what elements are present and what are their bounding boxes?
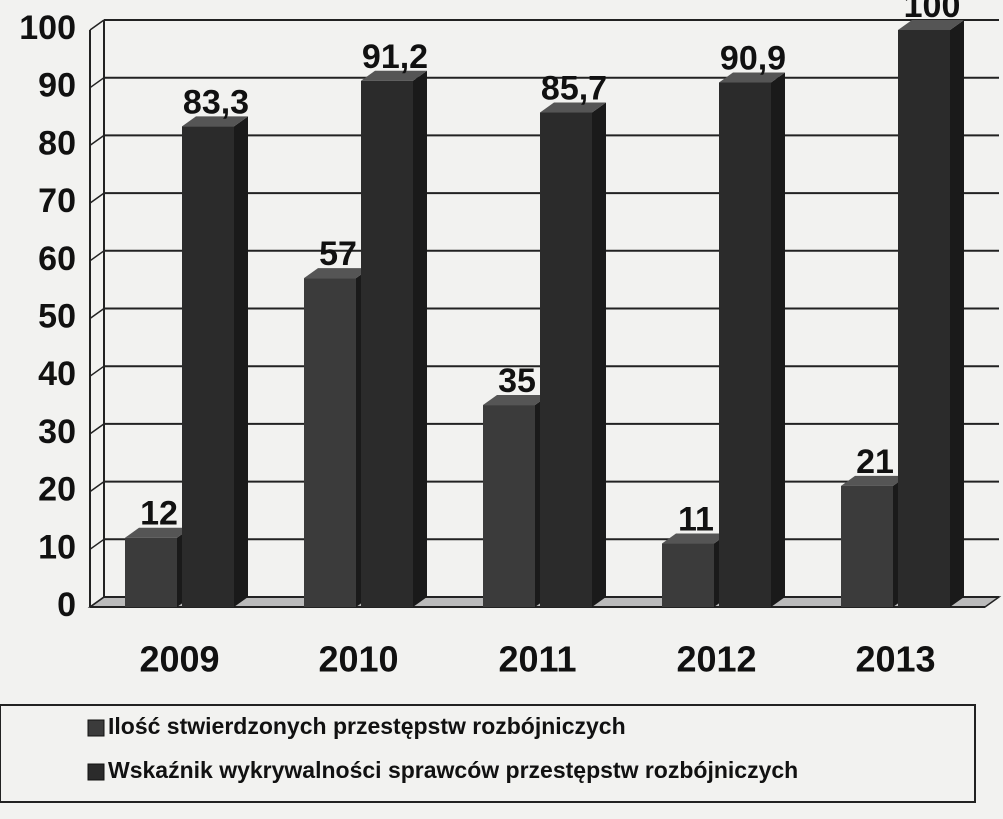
bar — [719, 82, 771, 607]
legend-box — [0, 704, 976, 803]
grid-side — [89, 77, 105, 89]
value-label: 21 — [856, 443, 894, 481]
y-tick-label: 0 — [57, 586, 76, 624]
y-tick-label: 100 — [19, 9, 76, 47]
value-label: 83,3 — [183, 83, 249, 121]
bar-side — [592, 102, 606, 608]
bar — [898, 30, 950, 607]
y-tick-label: 20 — [38, 471, 76, 509]
y-tick-label: 50 — [38, 297, 76, 335]
grid-side — [89, 365, 105, 377]
y-tick-label: 90 — [38, 67, 76, 105]
value-label: 57 — [319, 235, 357, 273]
bar — [182, 126, 234, 607]
bar — [361, 80, 413, 607]
bar-top — [662, 533, 728, 544]
value-label: 91,2 — [362, 38, 428, 76]
grid-side — [89, 192, 105, 204]
y-tick-label: 40 — [38, 355, 76, 393]
bar-top — [719, 72, 785, 83]
legend-swatch — [87, 719, 105, 737]
grid-side — [89, 538, 105, 550]
bar-side — [234, 116, 248, 607]
bar-top — [898, 20, 964, 30]
bar-top — [841, 475, 907, 486]
legend-swatch — [87, 763, 105, 781]
bar — [483, 405, 535, 607]
grid-side — [89, 134, 105, 147]
value-label: 85,7 — [541, 69, 607, 107]
value-label: 35 — [498, 362, 536, 400]
bar-side — [771, 72, 785, 607]
grid-side — [89, 596, 105, 608]
bar-top — [361, 70, 427, 81]
bar-top — [125, 527, 191, 538]
bar — [540, 112, 592, 608]
value-label: 100 — [904, 0, 961, 25]
bar — [841, 485, 893, 607]
value-label: 12 — [140, 495, 178, 533]
bar-top — [540, 102, 606, 113]
y-tick-label: 10 — [38, 528, 76, 566]
x-tick-label: 2011 — [498, 639, 576, 680]
grid-side — [89, 423, 105, 435]
bar-top — [182, 116, 248, 127]
x-tick-label: 2010 — [318, 639, 398, 680]
y-tick-label: 60 — [38, 240, 76, 278]
y-tick-label: 30 — [38, 413, 76, 451]
bar — [125, 537, 177, 607]
bar — [662, 543, 714, 607]
grid-side — [89, 19, 105, 31]
value-label: 11 — [678, 501, 714, 539]
grid-side — [89, 250, 105, 262]
y-tick-label: 80 — [38, 124, 76, 162]
bar-side — [413, 70, 427, 607]
grid-side — [89, 480, 105, 493]
legend-label: Wskaźnik wykrywalności sprawców przestęp… — [108, 757, 798, 783]
y-tick-label: 70 — [38, 182, 76, 220]
x-tick-label: 2013 — [855, 639, 935, 680]
value-label: 90,9 — [720, 39, 786, 77]
x-tick-label: 2012 — [676, 639, 756, 680]
bar-top — [304, 268, 370, 279]
legend-label: Ilość stwierdzonych przestępstw rozbójni… — [108, 713, 626, 739]
bar-side — [950, 20, 964, 607]
bar — [304, 278, 356, 607]
grid-side — [89, 307, 105, 320]
x-tick-label: 2009 — [139, 639, 219, 680]
bar-top — [483, 395, 549, 406]
